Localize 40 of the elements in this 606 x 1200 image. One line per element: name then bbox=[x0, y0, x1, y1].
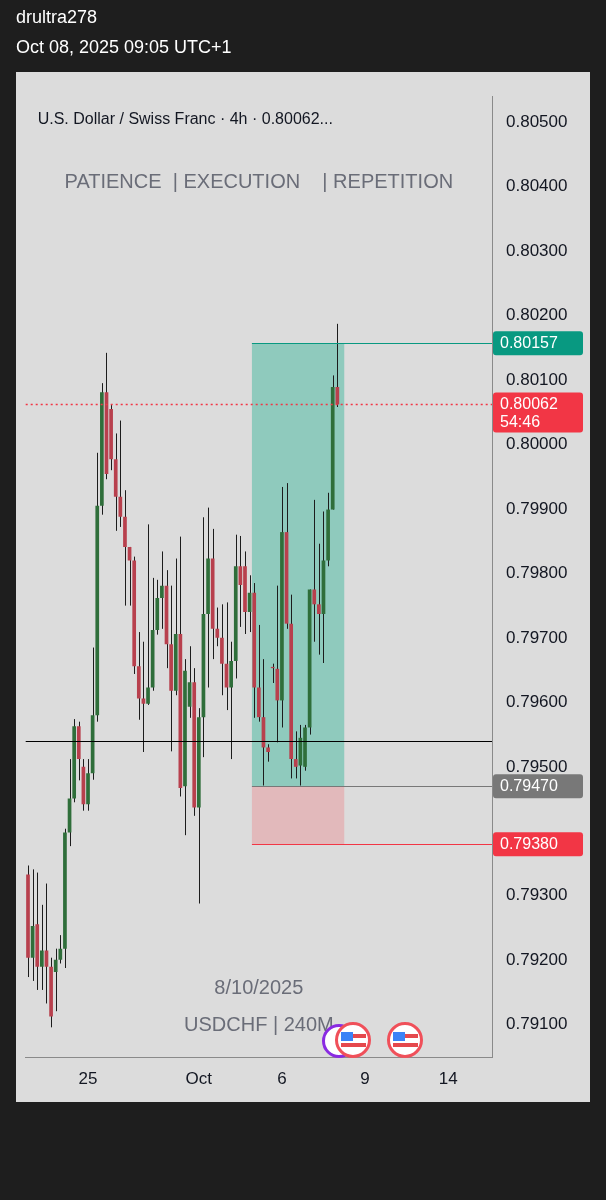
x-tick-label: 25 bbox=[78, 1068, 98, 1088]
candlestick bbox=[141, 641, 146, 753]
y-tick-label: 0.80100 bbox=[506, 369, 568, 389]
text: U.S. Dollar / Swiss Franc · 4h · 0.80062... bbox=[37, 109, 333, 127]
text: Oct 08, 2025 09:05 UTC+1 bbox=[16, 36, 232, 59]
ref-line-label: 0.79380 bbox=[500, 834, 558, 852]
y-tick-label: 0.79600 bbox=[506, 692, 568, 712]
y-tick-label: 0.80500 bbox=[506, 111, 568, 131]
candlestick bbox=[312, 499, 317, 643]
x-tick-label: Oct bbox=[185, 1068, 213, 1088]
candlestick bbox=[317, 543, 321, 656]
y-tick-label: 0.79500 bbox=[506, 756, 568, 776]
y-tick-label: 0.79700 bbox=[506, 627, 568, 647]
annotation: 8/10/2025 bbox=[214, 975, 304, 998]
y-tick-label: 0.80200 bbox=[506, 305, 568, 325]
x-tick-label: 9 bbox=[360, 1068, 370, 1088]
ref-line-label: 0.79470 bbox=[500, 776, 558, 794]
text: 54:46 bbox=[500, 412, 541, 430]
ref-line-label: 0.80157 bbox=[500, 333, 558, 351]
y-tick-label: 0.80000 bbox=[506, 434, 568, 454]
annotation: USDCHF | 240M bbox=[184, 1012, 334, 1035]
candlestick bbox=[335, 323, 340, 408]
candlestick bbox=[40, 904, 44, 991]
y-tick-label: 0.79300 bbox=[506, 885, 568, 905]
candlestick bbox=[160, 550, 164, 630]
text: drultra278 bbox=[16, 6, 99, 29]
y-tick-label: 0.79900 bbox=[506, 498, 568, 518]
ref-line-label: 0.80062 bbox=[500, 394, 558, 412]
x-tick-label: 6 bbox=[277, 1068, 287, 1088]
candlestick bbox=[293, 730, 298, 779]
candlestick bbox=[118, 420, 123, 528]
text: PATIENCE | EXECUTION | REPETITION bbox=[64, 169, 454, 192]
y-tick-label: 0.79200 bbox=[506, 949, 568, 969]
y-tick-label: 0.79800 bbox=[506, 563, 568, 583]
y-tick-label: 0.80300 bbox=[506, 240, 568, 260]
candlestick bbox=[53, 948, 58, 1012]
x-tick-label: 14 bbox=[438, 1068, 458, 1088]
y-tick-label: 0.80400 bbox=[506, 176, 568, 196]
y-tick-label: 0.79100 bbox=[506, 1014, 568, 1034]
candlestick bbox=[146, 523, 150, 706]
